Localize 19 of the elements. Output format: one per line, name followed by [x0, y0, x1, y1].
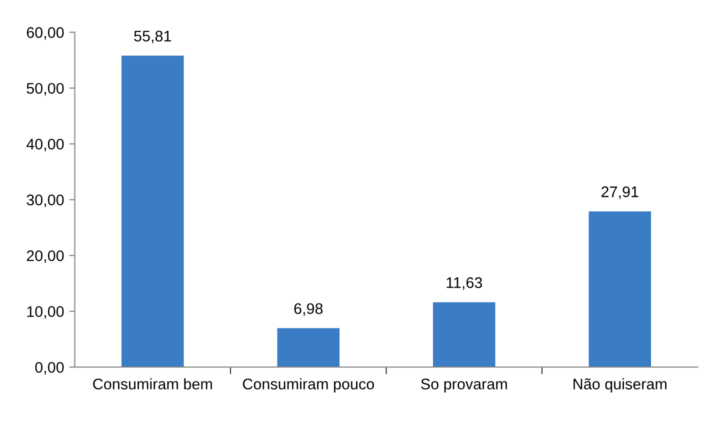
x-tick-label: Consumiram bem [93, 378, 212, 390]
x-tick-label: So provaram [421, 378, 507, 392]
bar [277, 328, 340, 368]
y-tick-label: 60,00 [26, 27, 64, 40]
y-tick-label: 50,00 [26, 82, 64, 96]
bar [121, 56, 184, 368]
bar [432, 302, 496, 368]
y-tick-label: 0,00 [35, 362, 64, 375]
data-label: 27,91 [602, 186, 638, 200]
y-tick-label: 30,00 [26, 194, 64, 208]
data-label: 11,63 [446, 277, 482, 290]
y-tick-label: 10,00 [27, 306, 64, 319]
y-tick-label: 40,00 [26, 138, 64, 152]
x-tick-label: Não quiseram [574, 378, 666, 392]
bar [588, 211, 652, 368]
y-tick-label: 20,00 [26, 250, 64, 263]
data-label: 55,81 [134, 30, 172, 44]
data-label: 6,98 [294, 303, 323, 316]
x-tick-label: Consumiram pouco [242, 378, 374, 392]
